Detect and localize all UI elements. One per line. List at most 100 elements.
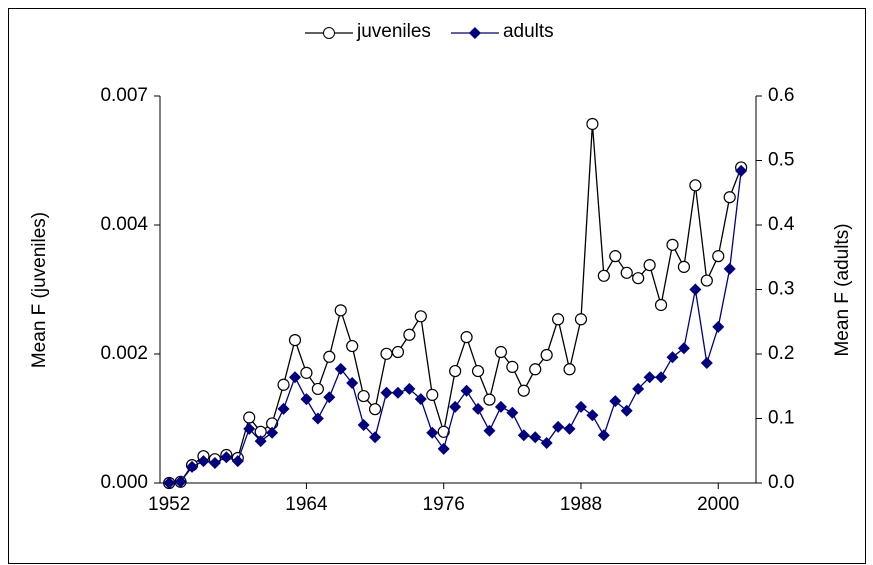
data-point: [391, 386, 404, 399]
data-point: [300, 393, 313, 406]
data-point: [300, 366, 313, 379]
data-point: [186, 460, 199, 473]
y-tick-label: 0.007: [100, 85, 148, 106]
data-point: [334, 362, 347, 375]
data-point: [380, 347, 393, 360]
y-tick-label: 0.004: [100, 214, 148, 235]
data-point: [666, 238, 679, 251]
data-point: [288, 334, 302, 347]
data-point: [712, 320, 725, 333]
chart-frame: [8, 8, 866, 564]
data-point: [483, 393, 496, 406]
data-point: [620, 266, 633, 279]
data-point: [323, 391, 336, 404]
data-point: [632, 272, 645, 285]
data-point: [163, 477, 176, 489]
data-point: [460, 384, 473, 397]
data-point: [346, 339, 359, 353]
data-point: [220, 451, 233, 464]
data-point: [391, 345, 405, 359]
legend-marker: [323, 27, 335, 39]
data-point: [483, 424, 496, 437]
data-point: [540, 348, 553, 362]
data-point: [311, 382, 324, 396]
data-point: [586, 409, 599, 422]
data-point: [243, 422, 256, 435]
data-point: [208, 457, 221, 470]
legend-label: juveniles: [356, 21, 431, 42]
data-point: [426, 426, 439, 439]
data-point: [723, 191, 736, 204]
data-point: [368, 403, 382, 416]
data-point: [620, 404, 633, 417]
data-point: [735, 164, 748, 177]
data-point: [723, 262, 736, 275]
data-point: [654, 298, 668, 312]
y2-axis-label: Mean F (adults): [832, 223, 853, 356]
y-tick-label: 0.000: [100, 472, 148, 493]
data-point: [426, 388, 439, 401]
x-tick-label: 1976: [423, 494, 465, 515]
data-point: [597, 429, 610, 442]
data-point: [517, 429, 530, 442]
data-point: [472, 402, 485, 415]
data-point: [494, 345, 507, 359]
data-point: [346, 377, 359, 390]
data-point: [689, 179, 702, 192]
data-point: [277, 378, 290, 391]
data-point: [288, 371, 301, 384]
data-point: [609, 395, 622, 408]
data-point: [334, 304, 347, 317]
data-point: [655, 371, 668, 384]
data-point: [689, 283, 702, 296]
data-point: [586, 117, 599, 131]
data-point: [449, 364, 462, 378]
data-point: [677, 260, 691, 273]
data-point: [437, 442, 450, 455]
data-point: [700, 357, 713, 370]
data-point: [231, 455, 244, 468]
data-point: [529, 363, 542, 376]
data-point: [666, 351, 679, 364]
data-point: [357, 418, 370, 431]
data-point: [471, 364, 485, 378]
data-point: [700, 274, 713, 287]
data-point: [540, 437, 553, 450]
data-point: [574, 313, 588, 326]
data-point: [174, 475, 187, 488]
data-point: [643, 258, 656, 272]
y-axis-label: Mean F (juveniles): [29, 212, 50, 368]
data-point: [311, 412, 324, 425]
y2-tick-label: 0.4: [768, 214, 795, 235]
data-point: [597, 269, 610, 282]
data-point: [197, 455, 210, 468]
data-point: [517, 384, 530, 397]
data-point: [403, 328, 416, 341]
y2-tick-label: 0.2: [768, 343, 794, 364]
data-point: [609, 250, 622, 263]
y2-tick-label: 0.6: [768, 85, 794, 106]
data-point: [380, 386, 393, 399]
y2-tick-label: 0.3: [768, 279, 794, 300]
x-tick-label: 1988: [560, 494, 602, 515]
data-point: [243, 411, 256, 424]
x-tick-label: 1952: [148, 494, 190, 515]
data-point: [529, 431, 542, 444]
data-point: [369, 431, 382, 444]
data-point: [563, 422, 576, 435]
data-point: [357, 389, 370, 403]
y2-tick-label: 0.1: [768, 408, 794, 429]
data-point: [677, 342, 690, 355]
x-tick-label: 2000: [697, 494, 739, 515]
x-tick-label: 1964: [285, 494, 328, 515]
data-point: [643, 371, 656, 384]
data-point: [632, 382, 645, 395]
y2-tick-label: 0.0: [768, 472, 794, 493]
data-point: [506, 360, 519, 373]
data-point: [506, 406, 519, 419]
y2-tick-label: 0.5: [768, 150, 794, 171]
data-point: [551, 313, 565, 326]
legend-label: adults: [503, 21, 554, 42]
